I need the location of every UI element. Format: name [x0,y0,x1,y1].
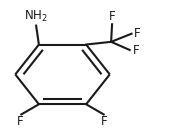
Text: F: F [109,10,115,23]
Text: F: F [17,115,24,128]
Text: F: F [132,44,139,57]
Text: NH$_2$: NH$_2$ [24,9,48,24]
Text: F: F [134,26,141,40]
Text: F: F [101,115,108,128]
